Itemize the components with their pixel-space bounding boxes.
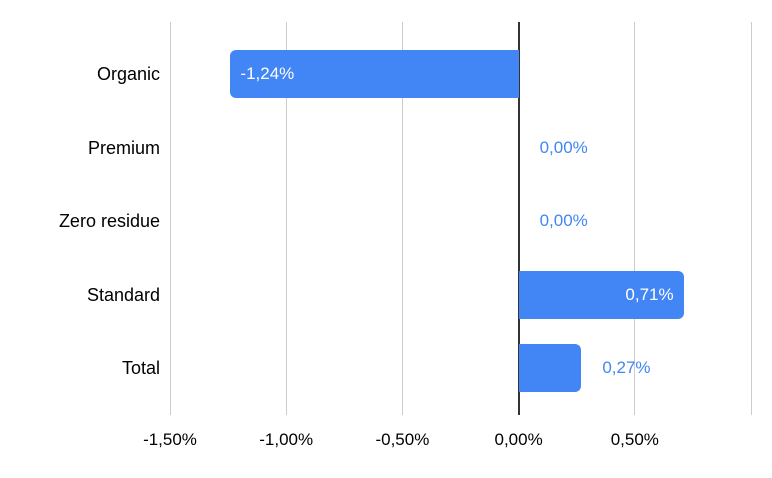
gridline [750,22,752,415]
value-label-total: 0,27% [602,358,651,377]
x-tick-label: -1,50% [143,430,197,449]
value-label-premium: 0,00% [539,137,588,157]
x-tick-label: 0,00% [494,430,543,449]
category-label-total: Total [121,358,160,378]
x-tick-label: 0,50% [610,430,659,449]
value-label-standard: 0,71% [625,284,674,304]
category-label-premium: Premium [87,137,160,158]
bar-standard [518,270,684,319]
zero-axis-line [517,22,520,415]
gridline [401,22,403,415]
gridline [169,22,171,415]
bar-total [518,344,582,392]
gridline [634,22,636,415]
category-label-organic: Organic [96,64,160,84]
value-label-zero-residue: 0,00% [539,211,588,230]
category-label-zero-residue: Zero residue [58,211,160,231]
bar-organic [230,50,519,98]
category-axis: Organic Premium Zero residue Standard Total [0,22,160,415]
gridline [285,22,287,415]
value-axis: -1,50% -1,00% -0,50% 0,00% 0,50% [143,421,751,461]
plot-area: -1,24% 0,00% 0,00% 0,71% 0,27% [169,22,752,415]
category-label-standard: Standard [86,284,160,305]
x-tick-label: -0,50% [375,430,430,449]
value-label-organic: -1,24% [240,64,295,83]
x-tick-label: -1,00% [259,430,314,449]
